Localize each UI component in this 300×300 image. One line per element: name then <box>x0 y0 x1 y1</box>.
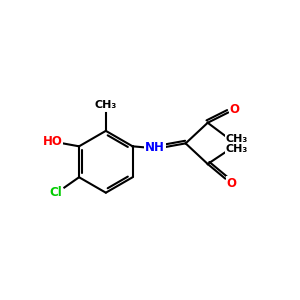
Text: CH₃: CH₃ <box>225 144 248 154</box>
Text: O: O <box>230 103 240 116</box>
Text: O: O <box>227 177 237 190</box>
Text: CH₃: CH₃ <box>95 100 117 110</box>
Text: Cl: Cl <box>50 186 62 199</box>
Text: HO: HO <box>43 135 62 148</box>
Text: NH: NH <box>145 141 165 154</box>
Text: CH₃: CH₃ <box>225 134 248 144</box>
